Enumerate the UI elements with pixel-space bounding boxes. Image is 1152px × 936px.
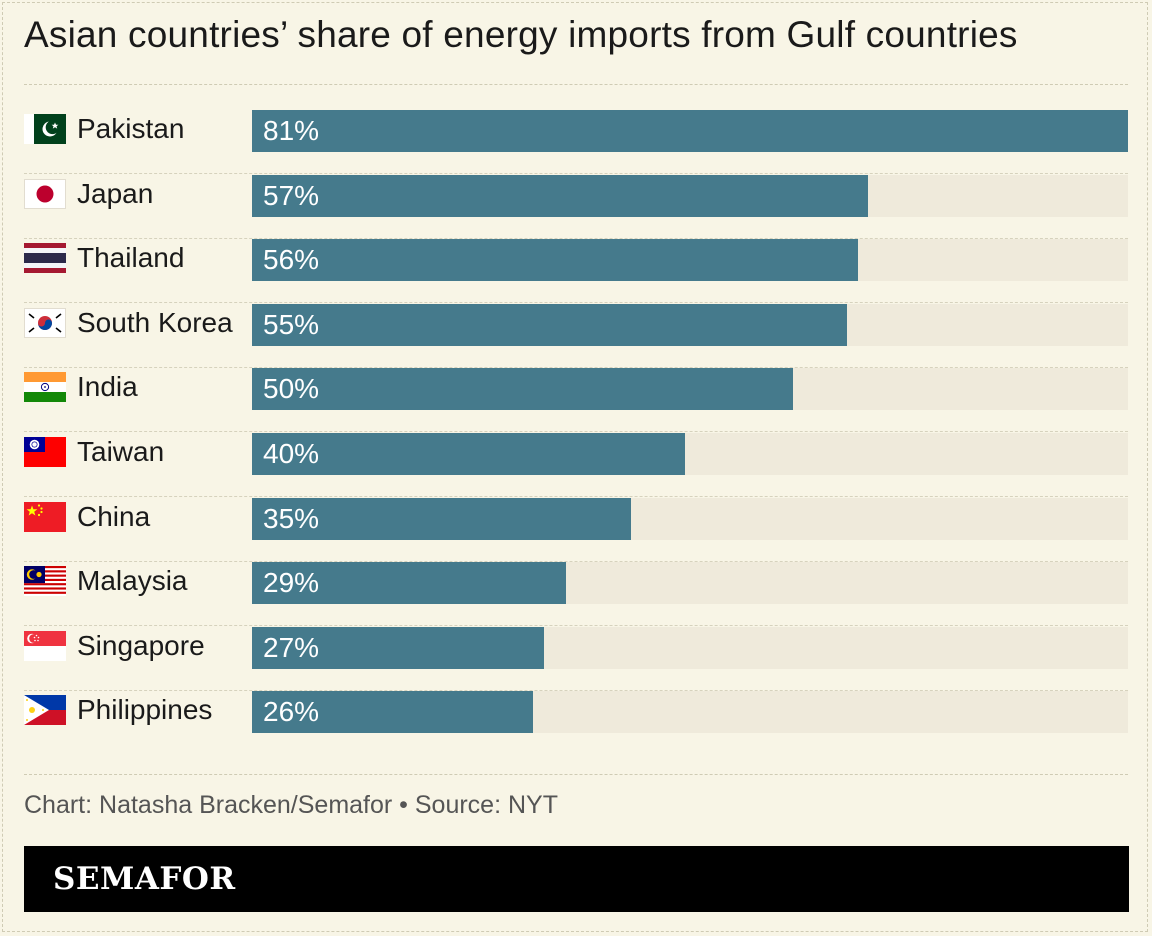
brand-footer: SEMAFOR — [24, 846, 1129, 912]
bar-track: 81% — [252, 110, 1128, 152]
value-label: 81% — [263, 115, 320, 146]
bottom-divider — [24, 774, 1128, 775]
bar-track: 29% — [252, 562, 1128, 605]
chart-row: China 35% — [24, 497, 1128, 562]
value-label: 40% — [263, 438, 320, 469]
category-label: Philippines — [77, 694, 213, 726]
value-label: 27% — [263, 631, 320, 663]
chart-row: Malaysia 29% — [24, 562, 1128, 627]
value-label: 57% — [263, 179, 320, 211]
bar-chart: Pakistan 81% Japan 57% Thailand 56% South Kore… — [24, 110, 1128, 755]
thailand-flag-icon — [24, 243, 66, 274]
japan-flag-icon — [24, 178, 66, 209]
chart-row: Japan 57% — [24, 174, 1128, 239]
pakistan-flag-icon — [24, 114, 66, 144]
row-divider — [24, 173, 1128, 174]
row-divider — [24, 496, 1128, 497]
bar-track: 56% — [252, 239, 1128, 282]
bar — [252, 562, 566, 605]
taiwan-flag-icon — [24, 437, 66, 467]
china-flag-icon — [24, 501, 66, 532]
value-label: 56% — [263, 244, 320, 276]
philippines-flag-icon — [24, 695, 66, 726]
chart-row: Thailand 56% — [24, 239, 1128, 304]
chart-row: South Korea 55% — [24, 303, 1128, 368]
row-divider — [24, 560, 1128, 562]
value-label: 35% — [263, 502, 320, 534]
row-divider — [24, 625, 1128, 627]
semafor-logo: SEMAFOR — [53, 861, 236, 897]
bar — [252, 626, 544, 669]
chart-row: India 50% — [24, 368, 1128, 433]
south-korea-flag-icon — [24, 307, 66, 338]
malaysia-flag-icon — [24, 566, 66, 597]
chart-row: Pakistan 81% — [24, 110, 1128, 174]
row-divider — [24, 366, 1128, 368]
row-divider — [24, 302, 1128, 304]
bar — [252, 497, 631, 540]
value-label: 26% — [263, 696, 320, 728]
bar-track: 27% — [252, 626, 1128, 669]
chart-title: Asian countries’ share of energy imports… — [24, 14, 1018, 55]
india-flag-icon — [24, 372, 66, 403]
bar-track: 55% — [252, 303, 1128, 346]
category-label: South Korea — [77, 306, 233, 338]
chart-row: Taiwan 40% — [24, 433, 1128, 497]
chart-row: Philippines 26% — [24, 691, 1128, 755]
top-divider — [24, 84, 1128, 85]
category-label: Japan — [77, 177, 154, 209]
row-divider — [24, 431, 1128, 433]
bar-track: 57% — [252, 174, 1128, 217]
chart-row: Singapore 27% — [24, 626, 1128, 691]
bar — [252, 691, 533, 734]
bar — [252, 303, 847, 346]
category-label: Singapore — [77, 629, 205, 661]
source-credit: Chart: Natasha Bracken/Semafor • Source:… — [24, 791, 558, 819]
category-label: Thailand — [77, 242, 185, 274]
bar — [252, 433, 685, 475]
bar — [252, 174, 868, 217]
bar — [252, 110, 1128, 152]
row-divider — [24, 689, 1128, 691]
category-label: Pakistan — [77, 113, 185, 144]
value-label: 55% — [263, 308, 320, 340]
bar — [252, 239, 858, 282]
bar-track: 50% — [252, 368, 1128, 411]
category-label: Taiwan — [77, 436, 165, 467]
bar-track: 35% — [252, 497, 1128, 540]
value-label: 29% — [263, 567, 320, 599]
bar — [252, 368, 793, 411]
category-label: India — [77, 371, 138, 403]
category-label: Malaysia — [77, 565, 188, 597]
value-label: 50% — [263, 373, 320, 405]
singapore-flag-icon — [24, 630, 66, 661]
bar-track: 40% — [252, 433, 1128, 475]
row-divider — [24, 237, 1128, 239]
bar-track: 26% — [252, 691, 1128, 734]
category-label: China — [77, 500, 151, 532]
